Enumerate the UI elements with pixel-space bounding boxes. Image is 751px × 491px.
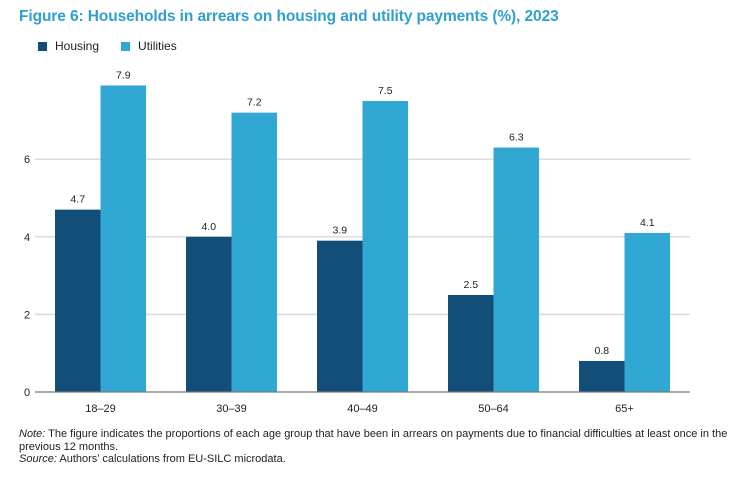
x-tick-label: 65+ xyxy=(615,403,634,415)
legend-label-utilities: Utilities xyxy=(138,39,177,53)
bar-housing xyxy=(186,236,232,392)
note: Note: The figure indicates the proportio… xyxy=(19,428,739,453)
bar-housing xyxy=(448,295,494,392)
legend: Housing Utilities xyxy=(38,39,177,53)
data-label: 7.5 xyxy=(378,85,393,97)
data-label: 4.1 xyxy=(640,217,655,229)
x-tick-label: 30–39 xyxy=(216,403,247,415)
bar-housing xyxy=(55,209,101,392)
bar-chart: 0 2 4 6 4.7 7.9 18–29 4.0 7.2 30–39 3.9 7.5 40–49 2.5… xyxy=(24,69,690,415)
source: Source: Authors’ calculations from EU-SI… xyxy=(19,453,739,466)
bar-utilities xyxy=(231,112,277,392)
source-label: Source: xyxy=(19,453,57,465)
x-tick-label: 18–29 xyxy=(85,403,116,415)
data-label: 7.2 xyxy=(247,97,262,109)
data-label: 3.9 xyxy=(332,225,347,237)
y-tick-label: 4 xyxy=(24,232,30,244)
note-label: Note: xyxy=(19,428,46,440)
source-text: Authors’ calculations from EU-SILC micro… xyxy=(56,453,286,465)
bar-housing xyxy=(579,360,625,392)
chart-title: Figure 6: Households in arrears on housi… xyxy=(19,8,559,25)
y-tick-label: 2 xyxy=(24,309,30,321)
data-label: 6.3 xyxy=(509,132,524,144)
legend-item-housing: Housing xyxy=(38,39,99,53)
notes: Note: The figure indicates the proportio… xyxy=(19,428,739,466)
data-label: 7.9 xyxy=(116,69,131,81)
bar-utilities xyxy=(362,101,408,392)
x-tick-label: 50–64 xyxy=(478,403,509,415)
y-tick-label: 6 xyxy=(24,154,30,166)
legend-label-housing: Housing xyxy=(55,39,100,53)
y-tick-label: 0 xyxy=(24,387,30,399)
legend-swatch-housing xyxy=(38,41,47,51)
data-label: 4.0 xyxy=(201,221,216,233)
data-label: 2.5 xyxy=(463,279,478,291)
note-text: The figure indicates the proportions of … xyxy=(19,428,728,453)
legend-item-utilities: Utilities xyxy=(121,39,177,53)
data-label: 0.8 xyxy=(594,345,609,357)
bar-housing xyxy=(317,240,363,392)
data-label: 4.7 xyxy=(70,194,85,206)
bar-utilities xyxy=(624,232,670,392)
bar-utilities xyxy=(100,85,146,392)
x-tick-label: 40–49 xyxy=(347,403,378,415)
legend-swatch-utilities xyxy=(121,41,131,51)
bar-utilities xyxy=(493,147,539,392)
